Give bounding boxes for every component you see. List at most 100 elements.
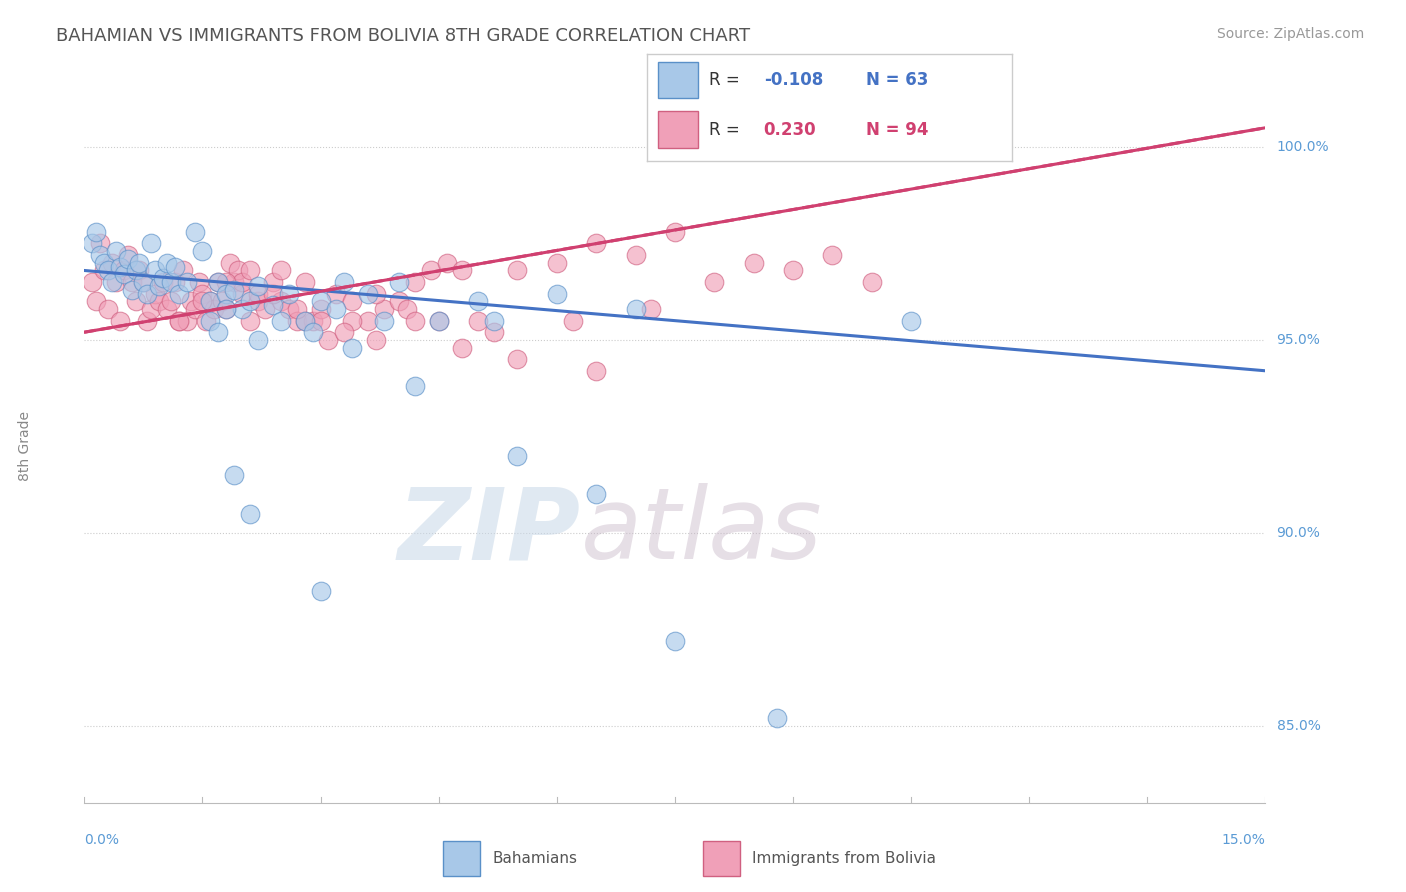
Point xyxy=(427,313,450,327)
Point xyxy=(231,301,253,316)
FancyBboxPatch shape xyxy=(658,112,697,148)
Point xyxy=(160,294,183,309)
Point xyxy=(176,275,198,289)
Point xyxy=(89,248,111,262)
Point xyxy=(108,313,131,327)
Point xyxy=(278,286,301,301)
Point xyxy=(89,236,111,251)
Point xyxy=(141,236,163,251)
Point xyxy=(340,313,363,327)
Point xyxy=(860,275,883,289)
Point xyxy=(301,325,323,339)
Point xyxy=(333,325,356,339)
Point xyxy=(163,260,186,274)
Point xyxy=(262,286,284,301)
FancyBboxPatch shape xyxy=(703,841,740,876)
Point xyxy=(121,283,143,297)
Point xyxy=(239,313,262,327)
Point xyxy=(84,294,107,309)
Point xyxy=(82,275,104,289)
Point xyxy=(124,294,146,309)
Point xyxy=(546,256,568,270)
Point xyxy=(215,286,238,301)
Point xyxy=(222,467,245,482)
Point xyxy=(333,275,356,289)
Point xyxy=(294,275,316,289)
Point xyxy=(309,301,332,316)
Point xyxy=(176,313,198,327)
Point xyxy=(97,263,120,277)
Text: Immigrants from Bolivia: Immigrants from Bolivia xyxy=(752,851,936,866)
Point xyxy=(270,263,292,277)
Point xyxy=(294,313,316,327)
Point xyxy=(404,275,426,289)
Text: 0.230: 0.230 xyxy=(763,120,817,138)
Point xyxy=(160,275,183,289)
Point xyxy=(200,313,222,327)
Point xyxy=(132,275,155,289)
Text: 90.0%: 90.0% xyxy=(1277,525,1320,540)
Point xyxy=(900,313,922,327)
Point xyxy=(141,301,163,316)
Text: -0.108: -0.108 xyxy=(763,71,823,89)
Point xyxy=(482,313,505,327)
Text: R =: R = xyxy=(709,120,745,138)
Point xyxy=(467,294,489,309)
Point xyxy=(222,283,245,297)
FancyBboxPatch shape xyxy=(658,62,697,98)
Point xyxy=(143,263,166,277)
Text: 15.0%: 15.0% xyxy=(1222,833,1265,847)
Point xyxy=(782,263,804,277)
Point xyxy=(585,236,607,251)
Point xyxy=(546,286,568,301)
Point xyxy=(664,225,686,239)
Point xyxy=(436,256,458,270)
Point xyxy=(167,313,190,327)
Text: atlas: atlas xyxy=(581,483,823,580)
Text: ZIP: ZIP xyxy=(398,483,581,580)
Point xyxy=(482,325,505,339)
Point xyxy=(373,301,395,316)
Point xyxy=(200,294,222,309)
Point xyxy=(309,583,332,598)
Point xyxy=(191,244,214,259)
Point xyxy=(270,313,292,327)
Point xyxy=(93,263,115,277)
FancyBboxPatch shape xyxy=(443,841,481,876)
Point xyxy=(285,301,308,316)
Point xyxy=(506,352,529,367)
Point xyxy=(340,294,363,309)
Point xyxy=(301,313,323,327)
Point xyxy=(180,294,202,309)
Point xyxy=(124,263,146,277)
Point xyxy=(640,301,662,316)
Point xyxy=(404,379,426,393)
Point xyxy=(191,294,214,309)
Text: Source: ZipAtlas.com: Source: ZipAtlas.com xyxy=(1216,27,1364,41)
Point xyxy=(132,275,155,289)
Point xyxy=(357,286,380,301)
Point xyxy=(136,313,159,327)
Text: 8th Grade: 8th Grade xyxy=(18,411,32,481)
Text: N = 94: N = 94 xyxy=(866,120,928,138)
Point xyxy=(585,487,607,501)
Text: BAHAMIAN VS IMMIGRANTS FROM BOLIVIA 8TH GRADE CORRELATION CHART: BAHAMIAN VS IMMIGRANTS FROM BOLIVIA 8TH … xyxy=(56,27,751,45)
Point xyxy=(624,301,647,316)
Point xyxy=(202,301,225,316)
Point xyxy=(427,313,450,327)
Point xyxy=(388,294,411,309)
Point xyxy=(191,286,214,301)
Point xyxy=(703,275,725,289)
Text: N = 63: N = 63 xyxy=(866,71,928,89)
Point xyxy=(84,225,107,239)
Point xyxy=(187,275,209,289)
Point xyxy=(172,263,194,277)
Point xyxy=(112,268,135,282)
Point xyxy=(128,263,150,277)
Point xyxy=(340,341,363,355)
Point xyxy=(148,294,170,309)
Point xyxy=(419,263,441,277)
Point xyxy=(183,225,205,239)
Text: 100.0%: 100.0% xyxy=(1277,140,1329,154)
Point xyxy=(231,275,253,289)
